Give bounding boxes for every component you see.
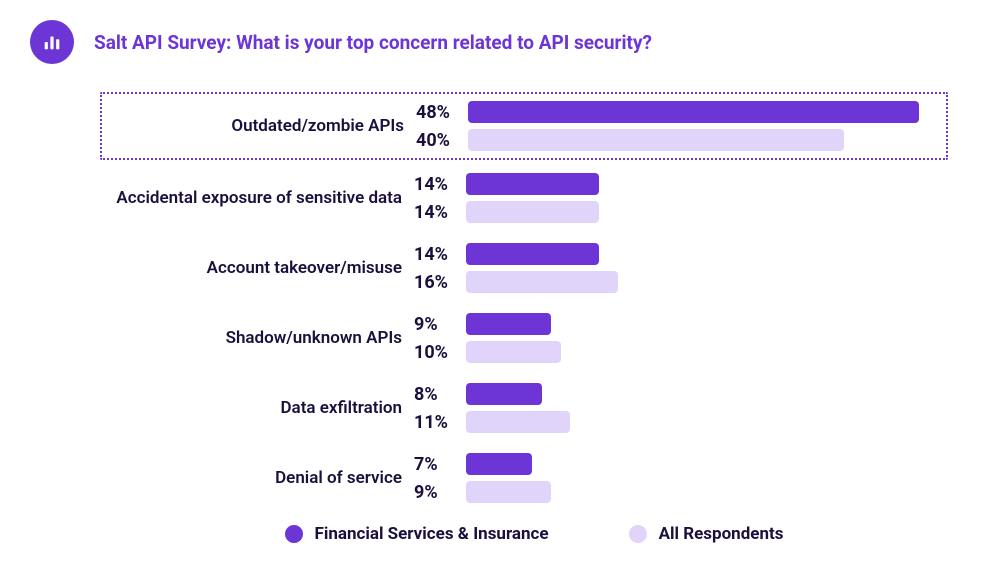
bar-line: 14% xyxy=(410,242,940,266)
bar-track xyxy=(466,313,940,335)
bar-value: 14% xyxy=(410,202,466,223)
bar-value: 10% xyxy=(410,342,466,363)
bar-track xyxy=(466,411,940,433)
bar-track xyxy=(466,271,940,293)
bar-value: 11% xyxy=(410,412,466,433)
bar xyxy=(466,383,542,405)
chart-row: Shadow/unknown APIs9%10% xyxy=(100,306,948,370)
category-label: Account takeover/misuse xyxy=(100,242,410,294)
bars-column: 8%11% xyxy=(410,382,940,434)
bar-value: 7% xyxy=(410,454,466,475)
bar xyxy=(466,411,570,433)
bars-column: 48%40% xyxy=(412,100,938,152)
category-label: Outdated/zombie APIs xyxy=(102,100,412,152)
legend-label: Financial Services & Insurance xyxy=(315,524,549,544)
bar xyxy=(466,313,551,335)
bar xyxy=(466,271,618,293)
bar-value: 40% xyxy=(412,130,468,151)
bars-column: 9%10% xyxy=(410,312,940,364)
bar-value: 9% xyxy=(410,314,466,335)
bar xyxy=(466,453,532,475)
legend-swatch-icon xyxy=(629,525,647,543)
bar xyxy=(468,129,844,151)
bar xyxy=(466,243,599,265)
bar-line: 8% xyxy=(410,382,940,406)
bar-track xyxy=(466,201,940,223)
chart-title: Salt API Survey: What is your top concer… xyxy=(94,31,652,54)
chart-header: Salt API Survey: What is your top concer… xyxy=(30,20,968,64)
bars-column: 7%9% xyxy=(410,452,940,504)
category-label: Accidental exposure of sensitive data xyxy=(100,172,410,224)
bar-line: 40% xyxy=(412,128,938,152)
bar-line: 48% xyxy=(412,100,938,124)
bar-value: 14% xyxy=(410,174,466,195)
bar-track xyxy=(466,173,940,195)
legend-swatch-icon xyxy=(285,525,303,543)
chart-row: Accidental exposure of sensitive data14%… xyxy=(100,166,948,230)
bar-line: 9% xyxy=(410,312,940,336)
bar-value: 8% xyxy=(410,384,466,405)
legend-label: All Respondents xyxy=(659,524,784,544)
bar-track xyxy=(468,129,938,151)
legend: Financial Services & Insurance All Respo… xyxy=(100,524,968,544)
bar-line: 14% xyxy=(410,200,940,224)
bar-track xyxy=(466,481,940,503)
category-label: Denial of service xyxy=(100,452,410,504)
bar-line: 7% xyxy=(410,452,940,476)
bar-track xyxy=(468,101,938,123)
bar xyxy=(466,201,599,223)
bar xyxy=(466,481,551,503)
legend-item-fs: Financial Services & Insurance xyxy=(285,524,549,544)
legend-item-all: All Respondents xyxy=(629,524,784,544)
bar xyxy=(468,101,919,123)
bar-value: 16% xyxy=(410,272,466,293)
bar-line: 14% xyxy=(410,172,940,196)
bar-line: 16% xyxy=(410,270,940,294)
category-label: Shadow/unknown APIs xyxy=(100,312,410,364)
bar-value: 9% xyxy=(410,482,466,503)
chart-row: Outdated/zombie APIs48%40% xyxy=(100,92,948,160)
bars-column: 14%14% xyxy=(410,172,940,224)
bar-line: 9% xyxy=(410,480,940,504)
bar-value: 48% xyxy=(412,102,468,123)
chart-row: Account takeover/misuse14%16% xyxy=(100,236,948,300)
bar-track xyxy=(466,243,940,265)
category-label: Data exfiltration xyxy=(100,382,410,434)
bar-track xyxy=(466,341,940,363)
bar xyxy=(466,173,599,195)
bar-track xyxy=(466,383,940,405)
bars-column: 14%16% xyxy=(410,242,940,294)
bar-line: 10% xyxy=(410,340,940,364)
chart-row: Denial of service7%9% xyxy=(100,446,948,510)
bar-chart-icon xyxy=(30,20,74,64)
bar-chart: Outdated/zombie APIs48%40%Accidental exp… xyxy=(100,92,948,510)
bar-track xyxy=(466,453,940,475)
bar xyxy=(466,341,561,363)
bar-value: 14% xyxy=(410,244,466,265)
bar-line: 11% xyxy=(410,410,940,434)
chart-row: Data exfiltration8%11% xyxy=(100,376,948,440)
